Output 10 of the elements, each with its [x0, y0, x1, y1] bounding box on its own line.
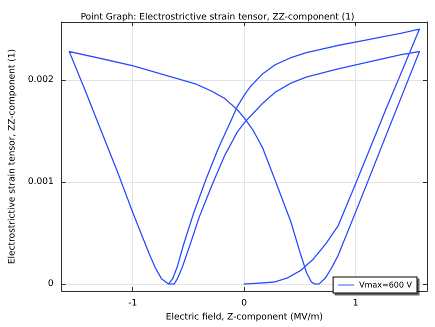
x-tick-label: 1 — [352, 298, 358, 309]
y-tick-label: 0.001 — [28, 177, 54, 188]
x-tick-label: 0 — [241, 298, 248, 309]
x-tick-label: -1 — [128, 298, 138, 309]
legend-label: Vmax=600 V — [359, 280, 413, 290]
y-tick-label: 0.002 — [28, 75, 54, 86]
chart-title: Point Graph: Electrostrictive strain tensor, ZZ-component (1) — [80, 12, 354, 22]
y-axis-title: Electrostrictive strain tensor, ZZ-component (1) — [8, 48, 18, 264]
y-tick-label: 0 — [48, 278, 54, 289]
x-axis-title: Electric field, Z-component (MV/m) — [166, 312, 323, 322]
